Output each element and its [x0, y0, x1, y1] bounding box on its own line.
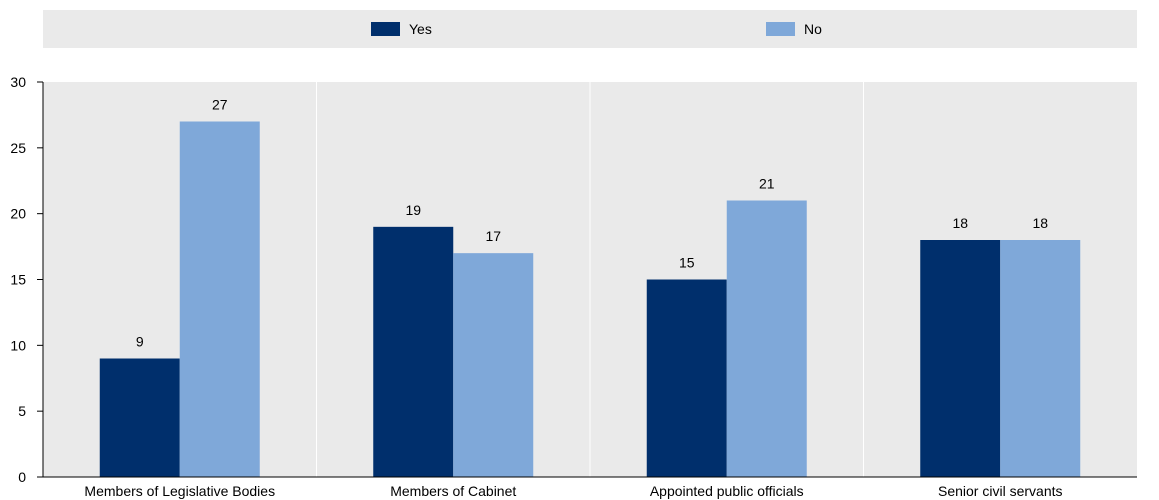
bar-yes-members-of-cabinet: [373, 226, 454, 477]
bars: [99, 121, 1081, 477]
y-tick-label: 25: [10, 140, 26, 156]
y-tick-label: 10: [10, 337, 26, 353]
bar-no-appointed-public-officials: [726, 200, 807, 477]
x-axis: Members of Legislative Bodies Members of …: [43, 476, 1137, 499]
legend-swatch-no: [766, 22, 795, 36]
legend: Yes No: [371, 21, 822, 37]
legend-swatch-yes: [371, 22, 400, 36]
category-separators: [316, 82, 864, 477]
data-label-no-appointed-public-officials: 21: [759, 176, 775, 192]
legend-label-yes: Yes: [409, 21, 432, 37]
data-label-yes-senior-civil-servants: 18: [952, 215, 968, 231]
x-category-label: Appointed public officials: [650, 483, 804, 499]
y-tick-label: 20: [10, 206, 26, 222]
bar-no-senior-civil-servants: [1000, 240, 1081, 477]
bar-yes-appointed-public-officials: [646, 279, 727, 477]
y-tick-label: 15: [10, 272, 26, 288]
y-axis: 0 5 10 15 20 25 30: [10, 74, 44, 485]
y-tick-label: 0: [18, 469, 26, 485]
data-labels: 9 27 19 17 15 21 18 18: [136, 97, 1048, 350]
x-category-label: Members of Cabinet: [390, 483, 516, 499]
x-category-label: Members of Legislative Bodies: [84, 483, 275, 499]
legend-background: [43, 10, 1137, 48]
bar-yes-members-of-legislative-bodies: [99, 358, 180, 477]
y-tick-label: 5: [18, 403, 26, 419]
data-label-yes-members-of-legislative-bodies: 9: [136, 334, 144, 350]
bar-yes-senior-civil-servants: [920, 240, 1001, 477]
x-category-label: Senior civil servants: [938, 483, 1063, 499]
data-label-no-members-of-legislative-bodies: 27: [212, 97, 228, 113]
bar-no-members-of-cabinet: [453, 253, 534, 477]
data-label-no-senior-civil-servants: 18: [1032, 215, 1048, 231]
legend-label-no: No: [804, 21, 822, 37]
data-label-no-members-of-cabinet: 17: [485, 228, 501, 244]
y-tick-label: 30: [10, 74, 26, 90]
data-label-yes-appointed-public-officials: 15: [679, 255, 695, 271]
bar-no-members-of-legislative-bodies: [179, 121, 260, 477]
data-label-yes-members-of-cabinet: 19: [405, 202, 421, 218]
